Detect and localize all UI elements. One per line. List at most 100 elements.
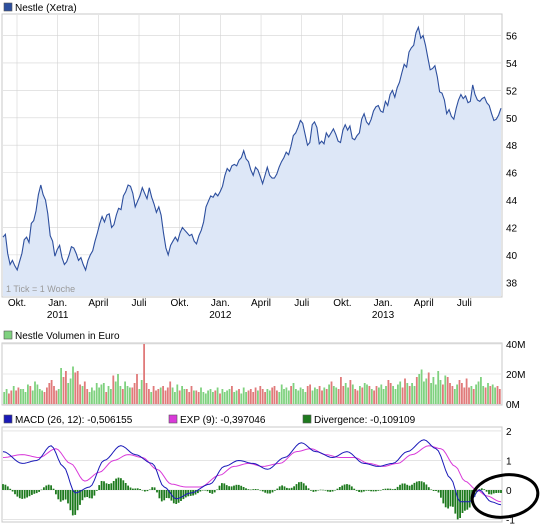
divergence-bar — [350, 486, 353, 490]
volume-bar — [489, 386, 492, 404]
divergence-bar — [223, 483, 226, 490]
volume-bar — [351, 384, 354, 404]
divergence-bar — [201, 490, 204, 491]
divergence-bar — [11, 490, 14, 492]
volume-bar — [166, 387, 169, 404]
divergence-bar — [120, 478, 122, 490]
divergence-bar — [456, 490, 459, 520]
divergence-bar — [447, 490, 449, 509]
volume-bar — [95, 383, 98, 404]
volume-bar — [268, 390, 271, 404]
volume-bar — [302, 389, 304, 404]
volume-bar — [176, 384, 179, 404]
divergence-bar — [98, 485, 101, 490]
volume-bar — [31, 390, 34, 404]
divergence-bar — [18, 490, 21, 499]
volume-bar — [138, 389, 141, 404]
divergence-bar — [266, 490, 269, 494]
volume-bar — [221, 389, 224, 404]
volume-bar — [81, 386, 84, 404]
divergence-bar — [103, 481, 105, 490]
divergence-bar — [213, 490, 216, 493]
price-x-tick-label: Juli — [294, 298, 309, 309]
divergence-bar — [413, 482, 416, 490]
price-x-tick-label: Okt. — [8, 298, 26, 309]
volume-bar — [461, 383, 463, 404]
macd-line — [2, 439, 502, 506]
volume-bar — [162, 386, 164, 404]
divergence-bar — [420, 481, 423, 490]
divergence-bar — [466, 490, 469, 510]
volume-bar — [195, 390, 198, 404]
volume-bar — [387, 380, 390, 404]
volume-bar — [259, 386, 262, 404]
divergence-bar — [442, 490, 445, 504]
volume-bar — [247, 390, 250, 404]
divergence-bar — [317, 490, 320, 491]
volume-bar — [131, 387, 134, 404]
divergence-bar — [370, 490, 372, 492]
volume-bar — [292, 383, 295, 404]
price-x-year-label: 2013 — [372, 310, 395, 321]
divergence-bar — [391, 489, 394, 490]
volume-legend-swatch — [3, 330, 13, 340]
volume-bar — [228, 389, 231, 404]
volume-bar — [171, 387, 174, 404]
volume-bar — [57, 389, 60, 404]
divergence-bar — [50, 485, 52, 490]
volume-bar — [188, 392, 191, 404]
price-x-tick-label: Jan. — [48, 298, 67, 309]
divergence-bar — [197, 490, 199, 494]
divergence-bar — [452, 490, 454, 507]
volume-bar — [93, 390, 96, 404]
volume-bar — [442, 384, 444, 404]
price-x-year-label: 2012 — [209, 310, 232, 321]
divergence-bar — [432, 490, 435, 491]
volume-bar — [465, 378, 468, 404]
divergence-bar — [367, 490, 370, 491]
divergence-bar — [127, 485, 129, 490]
volume-bar — [53, 386, 55, 404]
volume-bar — [136, 374, 138, 404]
volume-bar — [413, 386, 416, 404]
price-x-tick-label: Juli — [132, 298, 147, 309]
divergence-bar — [6, 486, 9, 490]
divergence-bar — [252, 489, 255, 490]
divergence-bar — [324, 490, 327, 491]
divergence-bar — [64, 490, 67, 500]
volume-bar — [330, 381, 333, 404]
volume-bar — [249, 389, 252, 404]
volume-bar — [261, 389, 264, 404]
divergence-bar — [497, 490, 500, 493]
volume-bar — [169, 381, 172, 404]
divergence-bar — [365, 490, 368, 491]
divergence-bar — [399, 484, 401, 490]
volume-bar — [148, 389, 150, 404]
divergence-bar — [425, 484, 428, 490]
divergence-bar — [233, 485, 235, 490]
volume-bar — [22, 389, 25, 404]
volume-bar — [5, 389, 8, 404]
divergence-bar — [93, 490, 96, 496]
divergence-bar — [153, 487, 156, 490]
volume-bar — [361, 387, 364, 404]
divergence-bar — [122, 480, 125, 490]
volume-bar — [482, 386, 485, 404]
price-area — [3, 27, 501, 297]
divergence-bar — [105, 483, 108, 490]
divergence-bar — [254, 489, 257, 490]
divergence-bar — [305, 485, 307, 490]
volume-bar — [181, 386, 183, 404]
divergence-bar — [488, 490, 490, 495]
price-y-tick-label: 42 — [506, 223, 518, 234]
volume-bar — [392, 386, 394, 404]
divergence-bar — [230, 486, 233, 490]
volume-bar — [415, 377, 418, 404]
volume-bar — [323, 387, 326, 404]
volume-bar — [242, 387, 245, 404]
divergence-bar — [495, 490, 498, 493]
divergence-bar — [334, 490, 336, 491]
divergence-bar — [86, 490, 89, 497]
divergence-bar — [139, 489, 141, 490]
divergence-bar — [57, 490, 60, 500]
